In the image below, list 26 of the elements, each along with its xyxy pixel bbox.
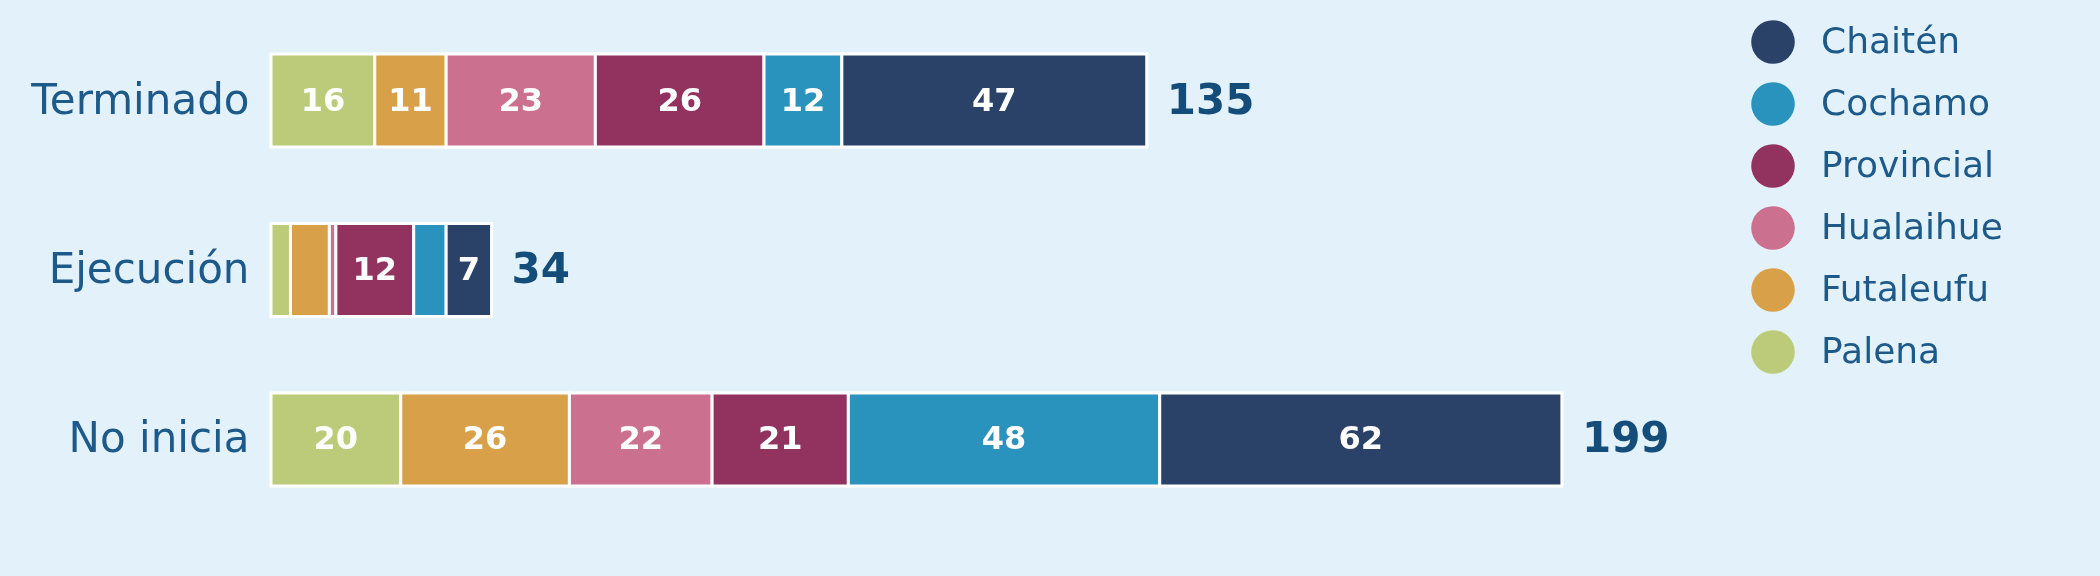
legend-label: Provincial <box>1821 144 1995 185</box>
data-label: 11 <box>388 80 433 119</box>
data-label: 7 <box>457 250 480 288</box>
total-label: 135 <box>1166 74 1255 124</box>
data-label: 23 <box>498 80 544 119</box>
legend-label: Hualaihue <box>1821 206 2003 247</box>
total-label: 34 <box>511 244 571 293</box>
data-label: 20 <box>313 419 359 458</box>
data-label: 22 <box>618 419 664 458</box>
data-label: 12 <box>352 250 398 288</box>
data-label: 26 <box>462 419 508 458</box>
total-label: 199 <box>1581 413 1670 463</box>
data-label: 47 <box>972 80 1017 119</box>
legend-label: Chaitén <box>1821 20 1961 61</box>
data-label: 48 <box>981 419 1027 458</box>
data-label: 12 <box>780 80 826 119</box>
y-tick-label: No inicia <box>68 413 250 463</box>
y-tick-label: Terminado <box>30 74 250 124</box>
data-label: 26 <box>657 80 702 119</box>
legend-label: Futaleufu <box>1821 268 1990 309</box>
legend-label: Palena <box>1821 330 1941 371</box>
y-tick-label: Ejecución <box>48 244 250 293</box>
data-label: 16 <box>300 80 346 119</box>
data-label: 21 <box>757 419 803 458</box>
data-label: 62 <box>1338 419 1384 458</box>
legend-label: Cochamo <box>1821 82 1990 123</box>
